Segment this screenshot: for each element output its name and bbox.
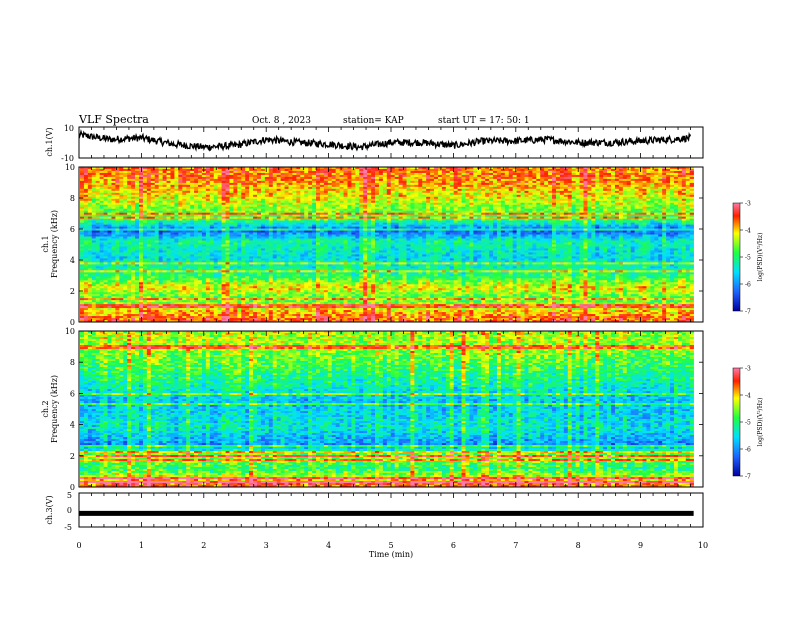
- ch1-waveform-ylabel: ch.1(V): [45, 127, 54, 156]
- ch2-colorbar: -3 -4 -5 -6 -7 log(PSD)(V²/Hz): [733, 366, 764, 481]
- ch2-spec-ylabel-top: ch.2: [41, 400, 50, 417]
- ch2-colorbar-tick--7: -7: [745, 474, 751, 481]
- x-tick-6: 6: [451, 541, 456, 550]
- ch2-colorbar-tick--4: -4: [745, 393, 751, 400]
- x-tick-7: 7: [513, 541, 518, 550]
- ch1-waveform-panel: 10 -10 ch.1(V): [45, 124, 703, 163]
- ch1-ytick-top: 10: [64, 124, 74, 133]
- x-tick-3: 3: [264, 541, 269, 550]
- x-tick-4: 4: [326, 541, 331, 550]
- ch2-spectrogram-heatmap: [80, 331, 694, 487]
- x-tick-9: 9: [638, 541, 643, 550]
- ch1-spectrogram-panel: 0 2 4 6 8 10 ch.1 Frequency (kHz): [41, 163, 703, 327]
- ch1-spectrogram-heatmap: [80, 167, 694, 322]
- ch1-freq-tick-10: 10: [65, 163, 75, 172]
- ch1-ytick-bottom: -10: [61, 154, 74, 163]
- x-tick-8: 8: [576, 541, 581, 550]
- ch1-freq-tick-2: 2: [70, 287, 75, 296]
- ch2-freq-tick-10: 10: [65, 327, 75, 336]
- ch1-colorbar-label: log(PSD)(V²/Hz): [757, 233, 764, 282]
- ch2-spec-ylabel: Frequency (kHz): [50, 375, 59, 443]
- ch3-ytick-top: 5: [67, 491, 72, 500]
- ch1-freq-tick-8: 8: [70, 194, 75, 203]
- station-label: station= KAP: [343, 116, 404, 126]
- ch2-colorbar-tick--5: -5: [745, 420, 751, 427]
- ch1-freq-tick-0: 0: [70, 318, 75, 327]
- figure-title: VLF Spectra: [78, 113, 149, 126]
- ch1-spec-ylabel-top: ch.1: [41, 235, 50, 252]
- date-label: Oct. 8 , 2023: [252, 116, 311, 126]
- x-tick-5: 5: [388, 541, 393, 550]
- ch3-waveform-panel: 5 0 -5 ch.3(V): [45, 491, 703, 532]
- x-tick-10: 10: [698, 541, 708, 550]
- ch3-ytick-bottom: -5: [64, 523, 72, 532]
- ch2-freq-tick-8: 8: [70, 358, 75, 367]
- ch2-colorbar-label: log(PSD)(V²/Hz): [757, 398, 764, 447]
- x-tick-0: 0: [76, 541, 81, 550]
- x-tick-1: 1: [139, 541, 144, 550]
- ch2-colorbar-tick--6: -6: [745, 447, 751, 454]
- ch1-spec-ylabel: Frequency (kHz): [50, 210, 59, 278]
- x-axis-label: Time (min): [369, 550, 413, 559]
- ch1-colorbar-tick--5: -5: [745, 255, 751, 262]
- ch1-colorbar-tick--4: -4: [745, 228, 751, 235]
- ch2-freq-tick-6: 6: [70, 389, 75, 398]
- ch3-ytick-mid: 0: [67, 506, 72, 515]
- ch1-colorbar-tick--3: -3: [745, 201, 751, 208]
- ch1-colorbar-tick--7: -7: [745, 309, 751, 316]
- start-time-label: start UT = 17: 50: 1: [438, 116, 530, 126]
- ch1-freq-tick-6: 6: [70, 225, 75, 234]
- x-tick-2: 2: [201, 541, 206, 550]
- ch3-waveform-ylabel: ch.3(V): [45, 495, 54, 524]
- ch1-colorbar: -3 -4 -5 -6 -7 log(PSD)(V²/Hz): [733, 201, 764, 316]
- ch2-freq-tick-2: 2: [70, 452, 75, 461]
- ch1-freq-tick-4: 4: [70, 256, 75, 265]
- ch2-colorbar-tick--3: -3: [745, 366, 751, 373]
- ch2-freq-tick-4: 4: [70, 421, 75, 430]
- ch1-colorbar-tick--6: -6: [745, 282, 751, 289]
